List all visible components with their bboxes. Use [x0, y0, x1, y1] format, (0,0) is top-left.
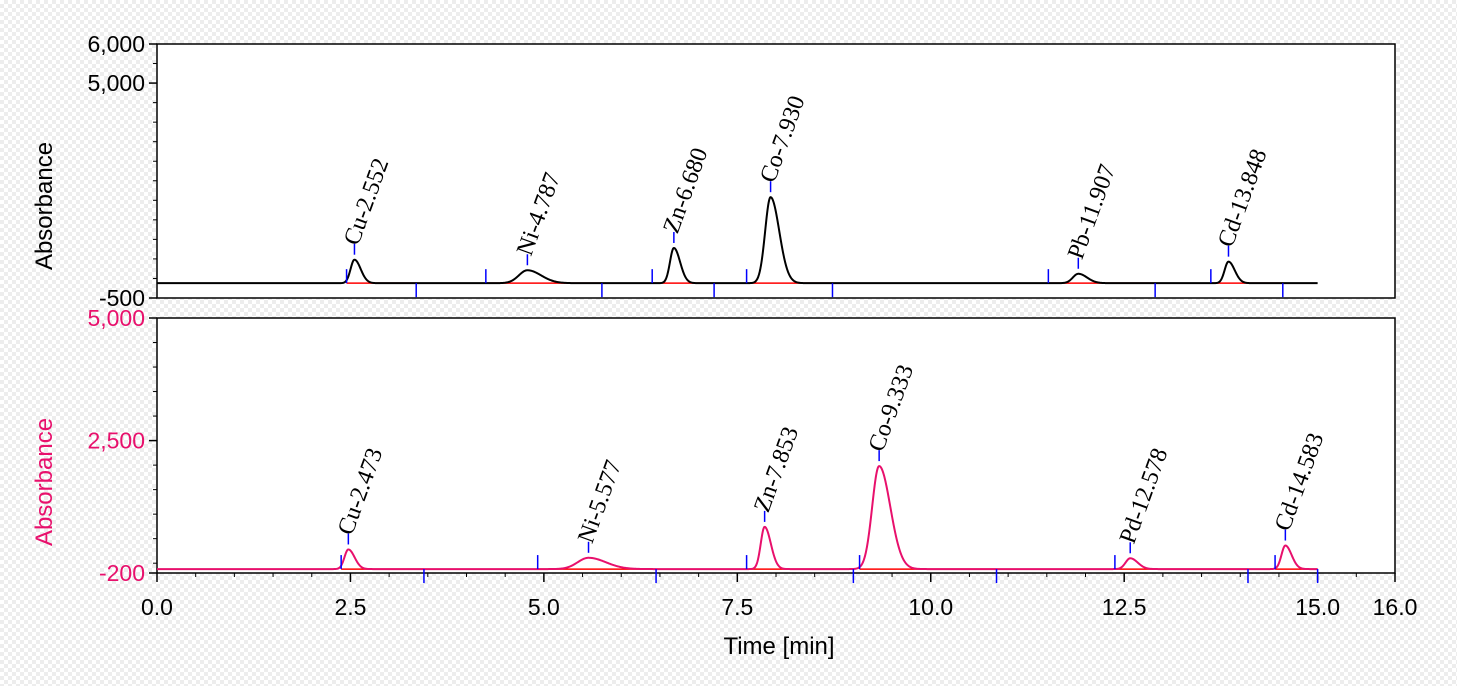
top-y-axis-label-group: Absorbance [31, 142, 58, 270]
x-tick-label: 10.0 [908, 594, 953, 620]
y-tick-label: -500 [99, 285, 145, 311]
y-tick-label: -200 [99, 560, 145, 586]
y-tick-label: 6,000 [87, 31, 145, 57]
x-tick-label: 12.5 [1102, 594, 1147, 620]
trace-layer [157, 181, 1319, 584]
bottom-panel-frame [156, 317, 1396, 574]
bottom-y-axis-label-group: Absorbance [31, 418, 58, 546]
bottom-y-axis-label: Absorbance [31, 418, 58, 546]
x-tick-label: 15.0 [1295, 594, 1340, 620]
trace-1 [157, 465, 1318, 571]
x-tick-label: 7.5 [721, 594, 753, 620]
x-axis-label: Time [min] [723, 633, 834, 660]
x-tick-label: 16.0 [1373, 594, 1418, 620]
top-y-axis-label: Absorbance [31, 142, 58, 270]
x-tick-label: 2.5 [334, 594, 366, 620]
x-tick-label: 5.0 [528, 594, 560, 620]
y-tick-label: 5,000 [87, 70, 145, 96]
y-tick-label: 2,500 [87, 428, 145, 454]
top-panel-frame [156, 43, 1396, 299]
x-tick-label: 0.0 [141, 594, 173, 620]
trace-0 [157, 196, 1318, 285]
y-tick-label: 5,000 [87, 305, 145, 331]
